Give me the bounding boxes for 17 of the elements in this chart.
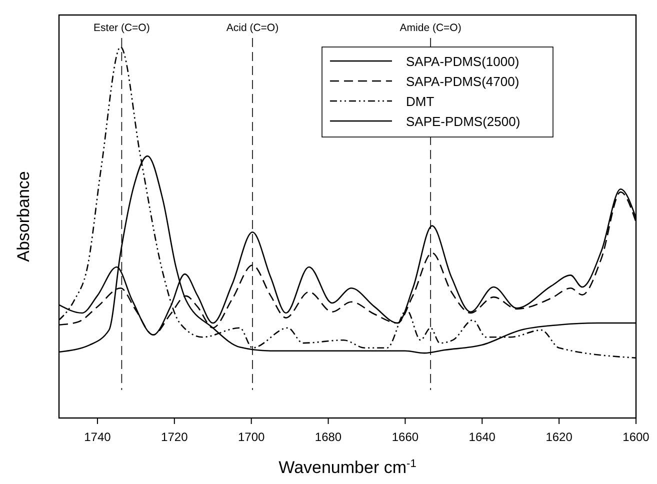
x-tick-label: 1640	[468, 430, 496, 444]
ref-line-label: Ester (C=O)	[94, 22, 150, 34]
ref-line-label: Acid (C=O)	[226, 22, 279, 34]
x-tick-label: 1680	[314, 430, 342, 444]
legend-label: DMT	[406, 94, 434, 109]
legend-label: SAPA-PDMS(1000)	[406, 54, 520, 69]
legend-label: SAPA-PDMS(4700)	[406, 74, 520, 89]
x-tick-label: 1660	[392, 430, 419, 444]
x-tick-label: 1700	[238, 430, 266, 444]
ref-line-label: Amide (C=O)	[400, 22, 462, 34]
x-tick-label: 1740	[84, 430, 112, 444]
x-tick-label: 1620	[546, 430, 573, 444]
x-tick-label: 1720	[161, 430, 188, 444]
legend-label: SAPE-PDMS(2500)	[406, 114, 520, 129]
x-axis-title: Wavenumber cm$^{-1}$	[278, 458, 416, 477]
x-tick-label: 1600	[622, 430, 650, 444]
y-axis-title: Absorbance	[14, 171, 33, 262]
